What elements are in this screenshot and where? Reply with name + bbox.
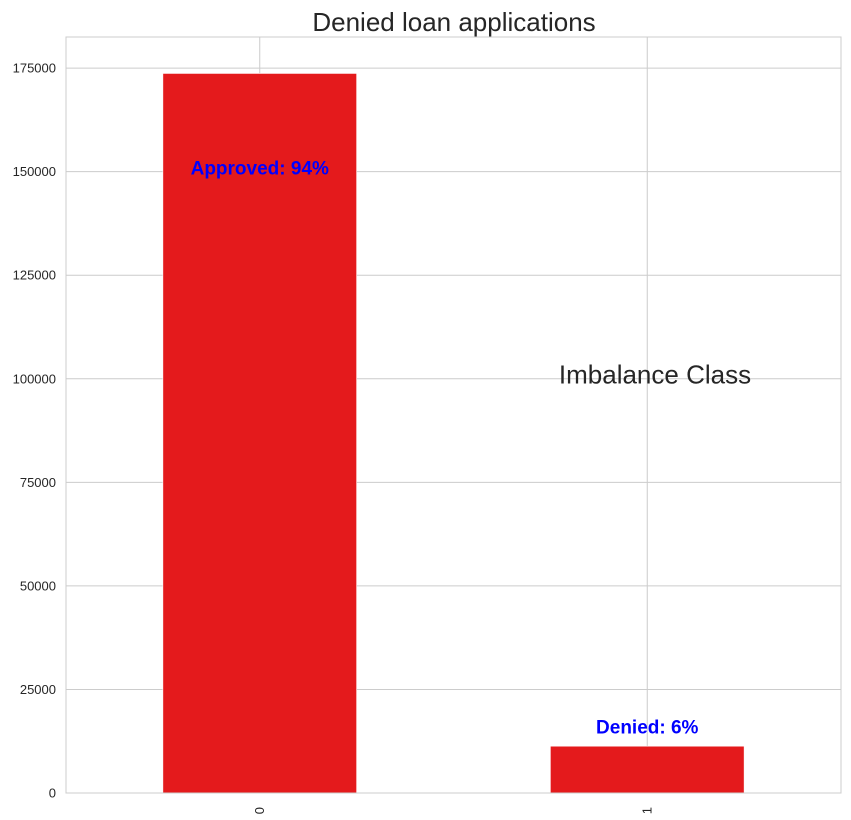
chart-title: Denied loan applications <box>312 7 595 37</box>
y-tick-label: 50000 <box>20 578 56 593</box>
y-tick-label: 150000 <box>13 164 56 179</box>
bar <box>162 73 357 794</box>
y-axis-ticks: 0 25000 50000 75000 100000 125000 150000 175000 <box>13 61 56 801</box>
plot-frame <box>65 36 842 794</box>
imbalance-annotation: Imbalance Class <box>559 360 751 390</box>
x-tick-label: 1 <box>639 807 654 814</box>
y-tick-label: 75000 <box>20 475 56 490</box>
y-tick-label: 0 <box>49 786 56 801</box>
x-tick-label: 0 <box>252 807 267 814</box>
y-tick-label: 125000 <box>13 268 56 283</box>
bar-percent-label: Approved: 94% <box>191 158 329 179</box>
bar-percent-label: Denied: 6% <box>596 718 699 739</box>
bar <box>550 745 745 794</box>
bars <box>162 73 745 794</box>
bar-labels: Approved: 94% Denied: 6% <box>191 158 699 738</box>
y-tick-label: 100000 <box>13 371 56 386</box>
y-tick-label: 25000 <box>20 682 56 697</box>
y-tick-label: 175000 <box>13 61 56 76</box>
